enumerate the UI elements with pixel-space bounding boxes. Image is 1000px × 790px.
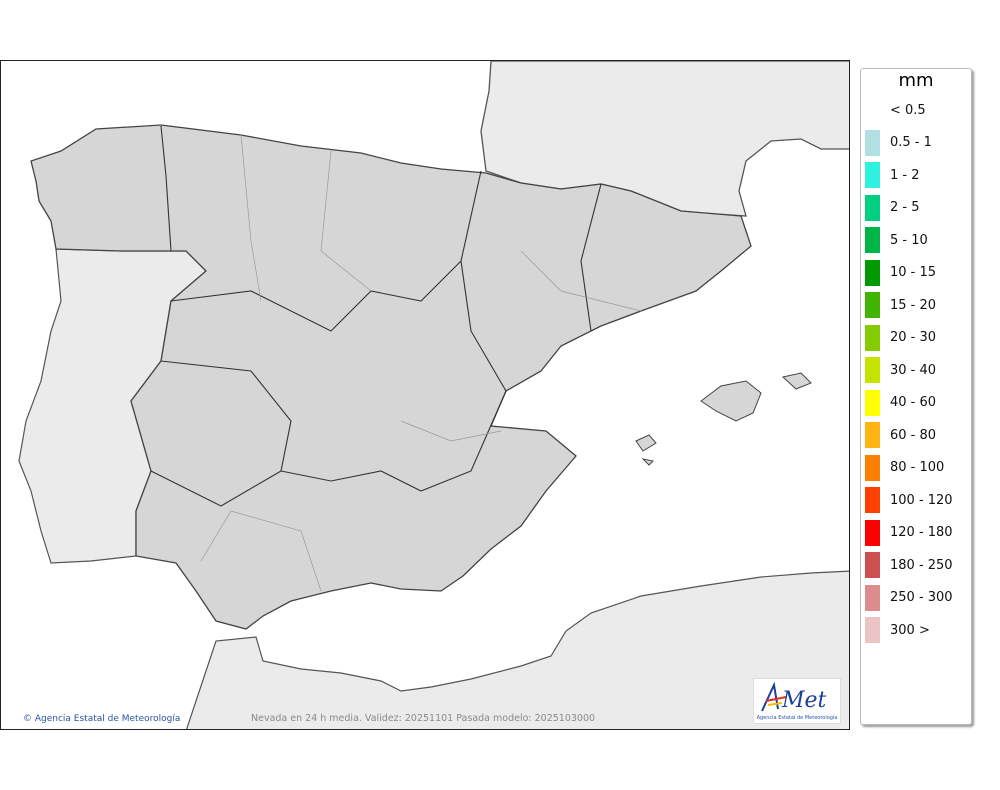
legend-label: 5 - 10 [890, 232, 928, 248]
legend-swatch [865, 487, 880, 513]
legend-swatch [865, 617, 880, 643]
legend-item: 300 > [865, 617, 930, 643]
legend-swatch [865, 584, 880, 611]
legend-swatch [865, 552, 880, 578]
map-caption: Nevada en 24 h media. Validez: 20251101 … [251, 713, 596, 724]
credit-text: Agencia Estatal de Meteorología [34, 714, 181, 724]
legend-label: 15 - 20 [890, 297, 937, 313]
legend-swatch [865, 194, 880, 221]
province-borders [200, 134, 642, 592]
legend-unit: mm [898, 70, 934, 91]
legend-swatch [865, 259, 880, 286]
legend-swatch [865, 162, 880, 188]
legend-swatch [865, 519, 880, 546]
formentera [641, 458, 655, 466]
logo-subtitle: Agencia Estatal de Meteorología [756, 715, 838, 721]
svg-text:Met: Met [781, 688, 827, 713]
legend-label: 1 - 2 [890, 167, 920, 183]
legend-label: 180 - 250 [890, 557, 953, 573]
legend-item: 180 - 250 [865, 552, 953, 578]
aemet-logo: Met Agencia Estatal de Meteorología [753, 678, 841, 724]
spain-landmass [30, 124, 752, 630]
legend-label: 10 - 15 [890, 265, 937, 280]
legend-swatch [865, 129, 880, 156]
legend-swatch [865, 97, 880, 123]
legend-item: 100 - 120 [865, 487, 953, 513]
legend-item: 30 - 40 [865, 357, 936, 383]
legend-swatch [865, 227, 880, 253]
legend-swatch [865, 324, 880, 351]
legend-swatch [865, 292, 880, 318]
legend-label: 250 - 300 [890, 590, 953, 605]
legend-swatch [865, 454, 880, 481]
legend-item: 250 - 300 [865, 584, 953, 611]
legend-swatch [865, 357, 880, 383]
legend-label: 120 - 180 [890, 525, 953, 540]
map-panel: © Agencia Estatal de Meteorología Nevada… [0, 60, 850, 730]
mallorca [700, 380, 762, 422]
legend: mm < 0.5 0.5 - 1 1 - 2 2 - 5 5 - 10 10 - 15 15… [860, 68, 972, 725]
legend-label: < 0.5 [890, 102, 926, 118]
legend-item: 0.5 - 1 [865, 129, 932, 156]
legend-item: 15 - 20 [865, 292, 936, 318]
legend-item: 40 - 60 [865, 389, 937, 416]
menorca [781, 372, 812, 390]
legend-label: 30 - 40 [890, 362, 937, 378]
legend-item: 10 - 15 [865, 259, 937, 286]
legend-label: 100 - 120 [890, 492, 953, 508]
africa-landmass [186, 570, 849, 729]
legend-item: 60 - 80 [865, 422, 936, 448]
legend-label: 40 - 60 [890, 395, 937, 410]
legend-label: 60 - 80 [890, 427, 937, 443]
legend-item: < 0.5 [865, 97, 926, 123]
region-borders [150, 125, 602, 507]
legend-label: 20 - 30 [890, 330, 937, 345]
legend-label: 2 - 5 [890, 200, 920, 215]
aemet-logo-mark: Met [761, 681, 827, 713]
legend-label: 80 - 100 [890, 460, 945, 475]
legend-swatch [865, 389, 880, 416]
legend-item: 1 - 2 [865, 162, 920, 188]
ibiza [635, 434, 657, 452]
legend-item: 5 - 10 [865, 227, 928, 253]
legend-item: 2 - 5 [865, 194, 920, 221]
iberia-map [18, 61, 849, 729]
legend-swatch [865, 422, 880, 448]
copyright-credit: © Agencia Estatal de Meteorología [23, 714, 181, 724]
legend-item: 80 - 100 [865, 454, 945, 481]
legend-label: 300 > [890, 622, 930, 638]
legend-label: 0.5 - 1 [890, 135, 932, 150]
legend-item: 120 - 180 [865, 519, 953, 546]
legend-item: 20 - 30 [865, 324, 937, 351]
